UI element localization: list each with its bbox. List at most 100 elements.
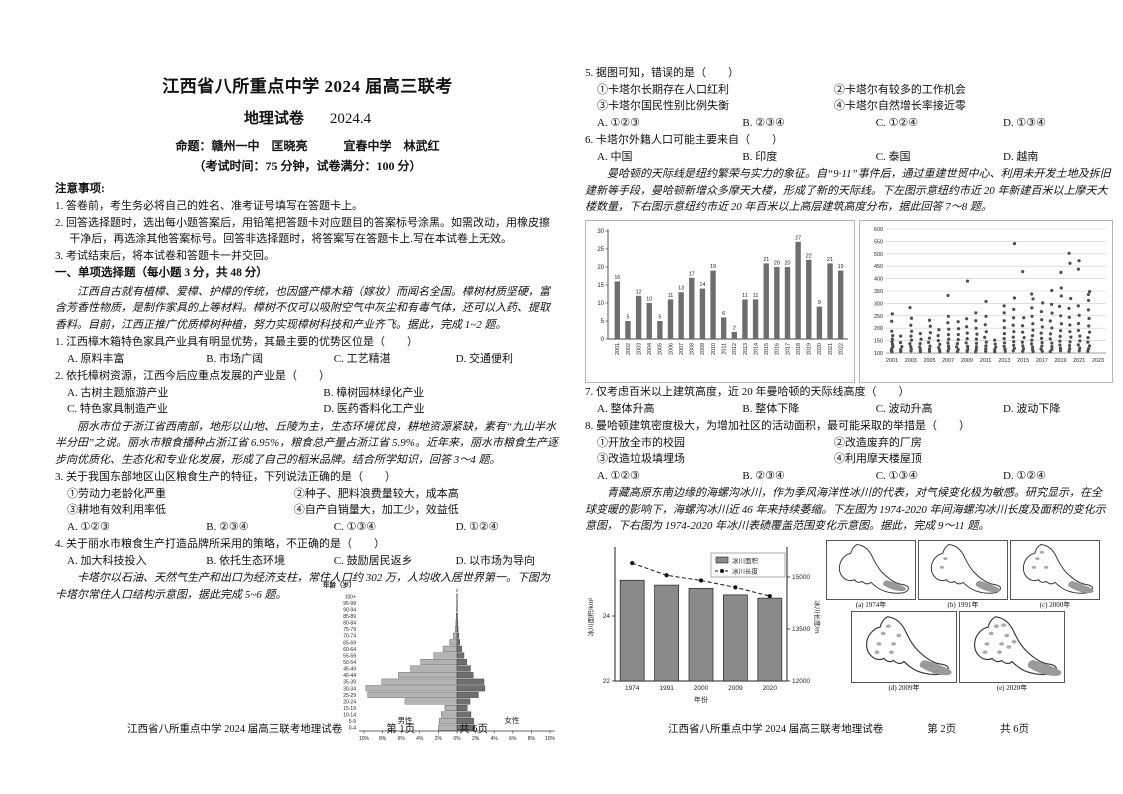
footer-page-number: 第 1页: [386, 722, 415, 738]
svg-text:2018: 2018: [796, 343, 802, 355]
svg-text:85-89: 85-89: [343, 614, 356, 620]
answer-option: A. 古树主题旅游产业: [67, 385, 323, 402]
svg-text:15000: 15000: [792, 574, 810, 581]
svg-text:5: 5: [601, 319, 605, 325]
authors-line: 命题：赣州一中 匡晓亮 宜春中学 林武红: [55, 137, 560, 155]
manhattan-charts-row: 0 5 10 15 20 25 30 16 2001 5 2002 12 2003 10 2004 5 2005…: [585, 220, 1112, 384]
svg-text:2011: 2011: [980, 358, 992, 364]
answer-option: D. 越南: [1003, 149, 1112, 166]
footer-page-total: 共 6页: [459, 722, 488, 738]
question-subitem: ①开放全市的校园: [597, 435, 834, 452]
question-subitem: ③卡塔尔国民性别比例失衡: [597, 98, 834, 115]
svg-text:15: 15: [597, 283, 604, 289]
svg-text:2003: 2003: [636, 343, 642, 355]
svg-text:2013: 2013: [743, 343, 749, 355]
svg-text:22: 22: [806, 253, 812, 259]
answer-option: A. 加大科技投入: [67, 553, 206, 570]
question-subitem-row: ③耕地有效利用率低 ④自产自销量大，加工少，效益低: [55, 502, 560, 519]
exam-subtitle: 地理试卷 2024.4: [55, 108, 560, 131]
question-5: 5. 据图可知，错误的是（ ） ①卡塔尔长期存在人口红利 ②卡塔尔有较多的工作机会 ③…: [585, 65, 1112, 131]
svg-text:60-64: 60-64: [343, 647, 356, 653]
svg-text:2015: 2015: [1017, 358, 1029, 364]
answer-option: C. 泰国: [876, 149, 1003, 166]
page-1: 江西省八所重点中学 2024 届高三联考 地理试卷 2024.4 命题：赣州一中 …: [55, 0, 560, 794]
question-subitem-row: ③卡塔尔国民性别比例失衡 ④卡塔尔自然增长率接近零: [585, 98, 1112, 115]
svg-text:2011: 2011: [721, 343, 727, 355]
answer-option: A. ①②③: [597, 115, 742, 132]
question-subitem: ①卡塔尔长期存在人口红利: [597, 82, 834, 99]
svg-text:13500: 13500: [792, 626, 810, 633]
svg-text:1991: 1991: [659, 685, 674, 692]
question-stem: 1. 江西樟木箱特色家具产业具有明显优势，其最主要的优势区位是（ ）: [55, 334, 560, 351]
svg-text:冰川长度: 冰川长度: [732, 566, 759, 575]
map-caption: (b) 1991年: [918, 601, 1008, 609]
answer-option: C. ①②④: [876, 115, 1003, 132]
svg-text:75-79: 75-79: [343, 627, 356, 633]
answer-options-row: A. 整体升高 B. 整体下降 C. 波动升高 D. 波动下降: [585, 401, 1112, 418]
svg-text:2: 2: [733, 325, 736, 331]
svg-text:30-34: 30-34: [343, 686, 356, 692]
svg-text:600: 600: [874, 227, 883, 233]
svg-text:80-84: 80-84: [343, 621, 356, 627]
answer-option: B. 依托生态环境: [206, 553, 334, 570]
question-4: 4. 关于丽水市粮食生产打造品牌所采用的策略，不正确的是（ ） A. 加大科技投入…: [55, 536, 560, 569]
svg-text:2017: 2017: [785, 343, 791, 355]
question-3: 3. 关于我国东部地区山区粮食生产的特征，下列说法正确的是（ ） ①劳动力老龄化严…: [55, 469, 560, 535]
svg-text:2023: 2023: [1092, 358, 1104, 364]
svg-text:20: 20: [785, 260, 791, 266]
svg-text:2012: 2012: [732, 343, 738, 355]
question-8: 8. 曼哈顿建筑密度极大，为增加社区的活动面积，最可能采取的举措是（ ） ①开放全…: [585, 418, 1112, 484]
answer-option: D. ①②④: [1003, 468, 1112, 485]
svg-text:2005: 2005: [923, 358, 935, 364]
question-subitem-row: ③改造垃圾填埋场 ④利用摩天楼屋顶: [585, 451, 1112, 468]
question-subitem: ③改造垃圾填埋场: [597, 451, 834, 468]
passage-manhattan: 曼哈顿的天际线是纽约繁荣与实力的象征。自“9·11”事件后，通过重建世贸中心、利…: [585, 166, 1112, 216]
svg-text:500: 500: [874, 251, 883, 257]
svg-text:0: 0: [601, 337, 605, 343]
map-caption: (d) 2009年: [851, 684, 957, 692]
footer-page-total: 共 6页: [1000, 722, 1029, 738]
answer-option: B. 樟树园林绿化产业: [323, 385, 560, 402]
question-subitem: ②卡塔尔有较多的工作机会: [834, 82, 1112, 99]
svg-text:2020: 2020: [817, 343, 823, 355]
answer-options-row: A. 古树主题旅游产业 B. 樟树园林绿化产业 C. 特色家具制造产业 D. 医药香料…: [55, 385, 560, 418]
question-2: 2. 依托樟树资源，江西今后应重点发展的产业是（ ） A. 古树主题旅游产业 B. …: [55, 368, 560, 418]
svg-text:2014: 2014: [753, 343, 759, 355]
subject-name: 地理试卷: [244, 111, 304, 127]
svg-text:20-24: 20-24: [343, 699, 356, 705]
svg-text:100+: 100+: [345, 594, 356, 600]
svg-text:2002: 2002: [626, 343, 632, 355]
notice-item: 1. 答卷前，考生务必将自己的姓名、准考证号填写在答题卡上。: [55, 198, 560, 215]
svg-text:19: 19: [838, 264, 844, 270]
answer-options-row: A. 加大科技投入 B. 依托生态环境 C. 鼓励居民返乡 D. 以市场为导向: [55, 553, 560, 570]
answer-option: B. ②③④: [742, 115, 875, 132]
svg-text:45-49: 45-49: [343, 667, 356, 673]
question-stem: 7. 仅考虑百米以上建筑高度，近 20 年曼哈顿的天际线高度（ ）: [585, 384, 1112, 401]
svg-text:11: 11: [753, 292, 759, 298]
svg-text:年龄（岁）: 年龄（岁）: [323, 580, 356, 589]
question-7: 7. 仅考虑百米以上建筑高度，近 20 年曼哈顿的天际线高度（ ） A. 整体升高…: [585, 384, 1112, 417]
svg-text:200: 200: [874, 326, 883, 332]
passage-glacier: 青藏高原东南边缘的海螺沟冰川，作为季风海洋性冰川的代表，对气候变化极为敏感。研究…: [585, 485, 1112, 535]
svg-text:2020: 2020: [763, 685, 778, 692]
svg-text:2009: 2009: [728, 685, 743, 692]
section-heading: 一、单项选择题（每小题 3 分，共 48 分）: [55, 265, 560, 282]
svg-text:19: 19: [710, 264, 716, 270]
question-stem: 6. 卡塔尔外籍人口可能主要来自（ ）: [585, 132, 1112, 149]
glacier-map: (a) 1974年: [826, 540, 916, 609]
svg-text:2022: 2022: [838, 343, 844, 355]
svg-text:6: 6: [722, 310, 725, 316]
svg-text:350: 350: [874, 289, 883, 295]
glacier-map: (d) 2009年: [851, 611, 957, 692]
svg-text:35-39: 35-39: [343, 680, 356, 686]
svg-text:2015: 2015: [764, 343, 770, 355]
answer-option: C. 工艺精湛: [334, 351, 456, 368]
svg-text:50-54: 50-54: [343, 660, 356, 666]
passage-lishui: 丽水市位于浙江省西南部，地形以山地、丘陵为主，生态环境优良，耕地资源紧缺，素有“…: [55, 419, 560, 469]
svg-text:21: 21: [763, 256, 769, 262]
glacier-map: (c) 2000年: [1010, 540, 1100, 609]
exam-info: （考试时间：75 分钟，试卷满分：100 分）: [55, 157, 560, 175]
svg-text:30: 30: [597, 229, 604, 235]
svg-text:25-29: 25-29: [343, 693, 356, 699]
svg-text:21: 21: [827, 256, 833, 262]
